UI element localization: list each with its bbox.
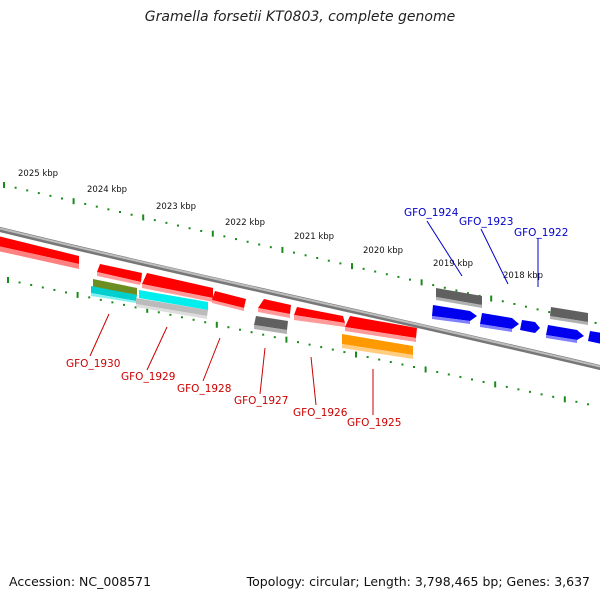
gene-features-upper <box>0 236 588 325</box>
gene-features-lower <box>91 279 600 359</box>
gene-red-3[interactable] <box>212 291 246 311</box>
gene-lightgray[interactable] <box>136 298 208 319</box>
kbp-label-2025: 2025 kbp <box>18 169 58 179</box>
gene-gray-1[interactable] <box>436 288 482 308</box>
scale-track-bottom <box>7 277 589 406</box>
gene-label-gfo-1928[interactable]: GFO_1928 <box>177 383 231 395</box>
kbp-label-2019: 2019 kbp <box>433 259 473 269</box>
accession-text: Accession: NC_008571 <box>9 574 152 589</box>
kbp-label-2022: 2022 kbp <box>225 218 265 228</box>
kbp-labels: 2025 kbp 2024 kbp 2023 kbp 2022 kbp 2021… <box>18 169 543 281</box>
gene-label-gfo-1929[interactable]: GFO_1929 <box>121 371 175 383</box>
gene-red-arrow-2[interactable] <box>142 273 213 302</box>
genome-title: Gramella forsetii KT0803, complete genom… <box>144 9 456 25</box>
gene-blue-1[interactable] <box>432 305 477 324</box>
kbp-label-2024: 2024 kbp <box>87 185 127 195</box>
kbp-label-2023: 2023 kbp <box>156 202 196 212</box>
kbp-label-2020: 2020 kbp <box>363 246 403 256</box>
gene-red-edge[interactable] <box>0 236 79 269</box>
gene-cyan-2[interactable] <box>139 290 208 310</box>
gene-label-gfo-1927[interactable]: GFO_1927 <box>234 395 288 407</box>
gene-blue-2[interactable] <box>480 313 519 332</box>
gene-blue-5[interactable] <box>588 331 600 344</box>
scale-track-top <box>3 182 597 324</box>
forward-gene-labels: GFO_1924 GFO_1923 GFO_1922 <box>404 207 568 287</box>
gene-label-gfo-1930[interactable]: GFO_1930 <box>66 358 120 370</box>
gene-label-gfo-1922[interactable]: GFO_1922 <box>514 227 568 239</box>
gene-red-4[interactable] <box>258 299 291 318</box>
gene-orange[interactable] <box>342 334 413 359</box>
gene-gray-3[interactable] <box>254 316 288 334</box>
genome-backbone <box>0 226 600 371</box>
gene-red-arrow-1[interactable] <box>97 264 142 285</box>
gene-label-gfo-1923[interactable]: GFO_1923 <box>459 216 513 228</box>
gene-red-6[interactable] <box>345 316 417 342</box>
genome-summary-text: Topology: circular; Length: 3,798,465 bp… <box>246 574 590 589</box>
gene-gray-2[interactable] <box>550 307 588 325</box>
gene-blue-4[interactable] <box>546 325 584 343</box>
kbp-label-2021: 2021 kbp <box>294 232 334 242</box>
gene-label-gfo-1925[interactable]: GFO_1925 <box>347 417 401 429</box>
gene-blue-3[interactable] <box>520 320 540 333</box>
gene-label-gfo-1924[interactable]: GFO_1924 <box>404 207 459 219</box>
kbp-label-2018: 2018 kbp <box>503 271 543 281</box>
gene-cyan-1[interactable] <box>91 286 137 303</box>
gene-red-5[interactable] <box>294 307 345 327</box>
gene-label-gfo-1926[interactable]: GFO_1926 <box>293 407 348 419</box>
reverse-gene-labels: GFO_1930 GFO_1929 GFO_1928 GFO_1927 GFO_… <box>66 313 401 429</box>
gene-olive[interactable] <box>93 279 137 295</box>
